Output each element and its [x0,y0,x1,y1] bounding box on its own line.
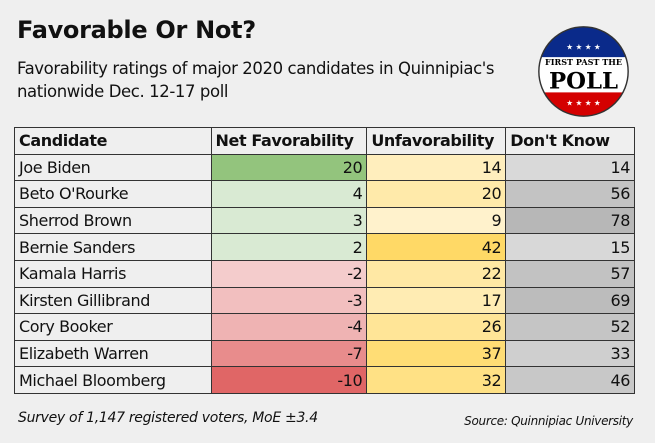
dont-know-cell: 69 [505,286,635,315]
net-favorability-cell: -3 [210,286,368,315]
net-favorability-cell: -2 [210,259,368,288]
dont-know-cell: 14 [505,153,635,182]
candidate-cell: Michael Bloomberg [14,366,212,394]
dont-know-cell: 46 [505,366,635,394]
candidate-cell: Bernie Sanders [14,233,212,261]
dont-know-cell: 52 [505,313,635,341]
candidate-cell: Kirsten Gillibrand [14,286,212,315]
net-favorability-cell: -10 [210,366,368,394]
dont-know-cell: 78 [505,206,635,235]
unfavorability-cell: 42 [366,233,507,261]
favorability-table: Candidate Net Favorability Unfavorabilit… [14,127,635,394]
unfavorability-cell: 32 [366,366,507,394]
table-row: Elizabeth Warren -7 37 33 [14,339,635,368]
table-row: Bernie Sanders 2 42 15 [14,233,635,261]
unfavorability-cell: 37 [366,339,507,368]
net-favorability-cell: -4 [210,313,368,341]
table-body: Joe Biden 20 14 14 Beto O'Rourke 4 20 56 Sherrod… [14,153,635,394]
candidate-cell: Elizabeth Warren [14,339,212,368]
candidate-cell: Cory Booker [14,313,212,341]
dont-know-cell: 33 [505,339,635,368]
survey-note: Survey of 1,147 registered voters, MoE ±… [18,410,318,426]
candidate-cell: Kamala Harris [14,259,212,288]
source-note: Source: Quinnipiac University [464,414,633,428]
header-net-favorability: Net Favorability [210,127,368,155]
net-favorability-cell: 2 [210,233,368,261]
table-row: Sherrod Brown 3 9 78 [14,206,635,235]
first-past-the-poll-logo: ★ ★ ★ ★ ★ ★ ★ ★ FIRST PAST THE POLL [538,26,629,117]
net-favorability-cell: 20 [210,153,368,182]
table-row: Joe Biden 20 14 14 [14,153,635,182]
page-title: Favorable Or Not? [17,16,256,44]
subtitle: Favorability ratings of major 2020 candi… [17,59,495,101]
table-row: Kamala Harris -2 22 57 [14,259,635,288]
header-dont-know: Don't Know [505,127,635,155]
header-candidate: Candidate [14,127,212,155]
unfavorability-cell: 22 [366,259,507,288]
net-favorability-cell: 4 [210,180,368,208]
table-row: Beto O'Rourke 4 20 56 [14,180,635,208]
unfavorability-cell: 26 [366,313,507,341]
net-favorability-cell: -7 [210,339,368,368]
unfavorability-cell: 20 [366,180,507,208]
unfavorability-cell: 9 [366,206,507,235]
table-row: Cory Booker -4 26 52 [14,313,635,341]
candidate-cell: Joe Biden [14,153,212,182]
table-row: Michael Bloomberg -10 32 46 [14,366,635,394]
svg-text:★ ★ ★ ★: ★ ★ ★ ★ [566,99,601,108]
dont-know-cell: 57 [505,259,635,288]
dont-know-cell: 56 [505,180,635,208]
candidate-cell: Sherrod Brown [14,206,212,235]
unfavorability-cell: 17 [366,286,507,315]
net-favorability-cell: 3 [210,206,368,235]
svg-text:★ ★ ★ ★: ★ ★ ★ ★ [566,43,601,52]
table-row: Kirsten Gillibrand -3 17 69 [14,286,635,315]
unfavorability-cell: 14 [366,153,507,182]
header-unfavorability: Unfavorability [366,127,507,155]
dont-know-cell: 15 [505,233,635,261]
candidate-cell: Beto O'Rourke [14,180,212,208]
table-header-row: Candidate Net Favorability Unfavorabilit… [14,127,635,155]
svg-text:FIRST PAST THE: FIRST PAST THE [545,57,622,67]
svg-text:POLL: POLL [549,69,618,95]
